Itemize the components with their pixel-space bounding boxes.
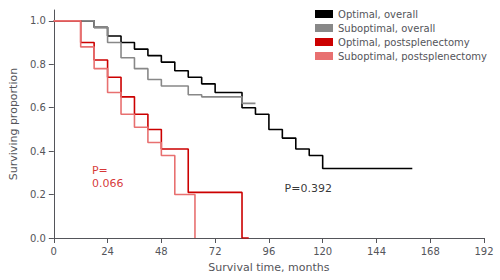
svg-text:120: 120 [313,246,332,257]
svg-text:72: 72 [209,246,222,257]
svg-text:Optimal, postsplenectomy: Optimal, postsplenectomy [338,37,470,48]
svg-text:168: 168 [421,246,440,257]
svg-text:Optimal, overall: Optimal, overall [338,9,418,20]
svg-text:0.0: 0.0 [30,233,46,244]
svg-text:0.4: 0.4 [30,146,46,157]
svg-text:Survival time, months: Survival time, months [208,261,329,274]
svg-text:P=: P= [92,164,108,177]
svg-text:Suboptimal, postsplenectomy: Suboptimal, postsplenectomy [338,51,487,62]
svg-text:0.8: 0.8 [30,59,46,70]
svg-text:192: 192 [474,246,493,257]
svg-text:0: 0 [51,246,57,257]
svg-text:0.066: 0.066 [92,177,124,190]
svg-text:1.0: 1.0 [30,15,46,26]
svg-text:Suboptimal, overall: Suboptimal, overall [338,23,435,34]
svg-text:Surviving proportion: Surviving proportion [7,68,20,180]
svg-text:24: 24 [101,246,114,257]
svg-text:48: 48 [155,246,168,257]
svg-text:0.6: 0.6 [30,102,46,113]
svg-text:96: 96 [263,246,276,257]
svg-text:144: 144 [367,246,386,257]
svg-text:P=0.392: P=0.392 [285,182,332,195]
svg-text:0.2: 0.2 [30,189,46,200]
